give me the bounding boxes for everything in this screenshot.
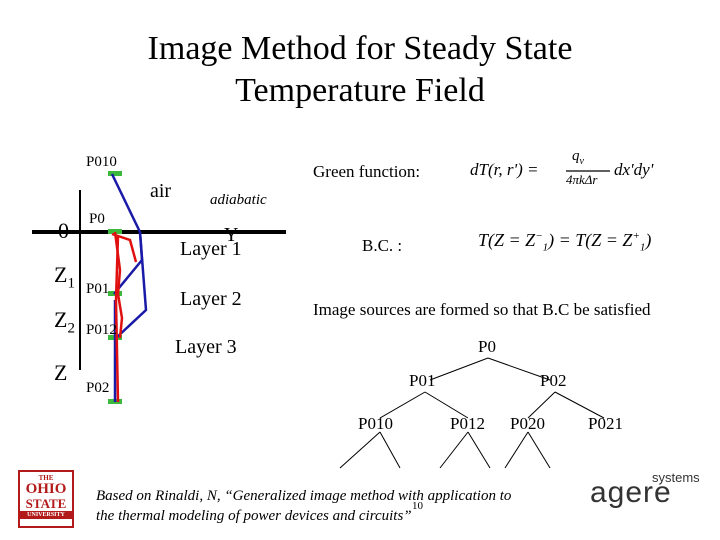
green-function-denominator: 4πkΔr — [566, 172, 598, 187]
source-tree-lines — [339, 357, 605, 469]
label-air: air — [150, 180, 172, 202]
title-line-1: Image Method for Steady State — [147, 30, 573, 67]
label-layer-2: Layer 2 — [180, 288, 242, 310]
tree-node-p020: P020 — [510, 414, 545, 433]
tree-edge-p02-p020 — [527, 391, 556, 419]
reflection-p0-p010 — [111, 232, 138, 263]
depth-label-z2: Z2 — [54, 307, 75, 337]
tree-node-p012: P012 — [450, 414, 485, 433]
tree-edge-p01-p010 — [379, 391, 426, 419]
blue-ray-paths — [110, 173, 148, 402]
green-function-numerator: qv — [572, 148, 584, 167]
ohio-state-logo: THE OHIO STATE UNIVERSITY — [18, 470, 74, 528]
title-line-2: Temperature Field — [235, 72, 485, 109]
label-layer-1: Layer 1 — [180, 238, 242, 260]
tree-stub-3 — [439, 431, 469, 469]
tree-node-p02: P02 — [540, 371, 567, 390]
slide-title: Image Method for Steady State Temperatur… — [0, 28, 720, 112]
ray-p012 — [115, 231, 148, 339]
red-reflection-paths — [111, 231, 138, 403]
bc-equation: T(Z = Z−1) = T(Z = Z+1) — [478, 230, 652, 254]
label-p012: P012 — [86, 322, 117, 338]
label-p010: P010 — [86, 154, 117, 170]
citation: Based on Rinaldi, N, “Generalized image … — [96, 486, 511, 526]
tree-edge-p02-p021 — [554, 391, 605, 419]
label-p01: P01 — [86, 281, 110, 297]
tree-stub-5 — [504, 431, 529, 469]
reflection-p0-p02 — [114, 235, 120, 403]
image-sources-note: Image sources are formed so that B.C be … — [313, 300, 651, 319]
depth-label-z: Z — [54, 360, 68, 385]
depth-label-z1: Z1 — [54, 262, 75, 292]
tree-node-p021: P021 — [588, 414, 623, 433]
green-function-rhs: dx'dy' — [614, 160, 654, 179]
citation-line-2: the thermal modeling of power devices an… — [96, 508, 412, 524]
label-p0: P0 — [89, 211, 105, 227]
depth-label-zero: 0 — [58, 218, 69, 243]
agere-systems-text: systems — [652, 470, 700, 485]
tree-stub-2 — [379, 431, 401, 469]
marker-p010 — [108, 171, 122, 176]
agere-logo: agere — [590, 476, 672, 509]
page-number: 10 — [412, 500, 423, 512]
citation-line-1: Based on Rinaldi, N, “Generalized image … — [96, 488, 512, 504]
ray-p010 — [110, 173, 142, 233]
tree-node-p0: P0 — [478, 337, 496, 356]
tree-node-p010: P010 — [358, 414, 393, 433]
tree-edge-p01-p012 — [424, 391, 469, 419]
tree-stub-6 — [527, 431, 551, 469]
green-function-lhs: dT(r, r') = — [470, 160, 539, 179]
label-p02: P02 — [86, 380, 110, 396]
label-layer-3: Layer 3 — [175, 336, 237, 358]
green-function-label: Green function: — [313, 162, 421, 181]
tree-edge-p0-p02 — [487, 357, 551, 381]
tree-stub-1 — [339, 431, 381, 469]
bc-label: B.C. : — [362, 236, 403, 255]
label-adiabatic: adiabatic — [210, 192, 267, 208]
label-y-axis: Y — [224, 224, 239, 246]
reflection-p01-p012 — [116, 293, 124, 339]
tree-node-p01: P01 — [409, 371, 436, 390]
tree-stub-4 — [467, 431, 491, 469]
marker-p0 — [108, 229, 122, 234]
tree-edge-p0-p01 — [429, 357, 489, 381]
